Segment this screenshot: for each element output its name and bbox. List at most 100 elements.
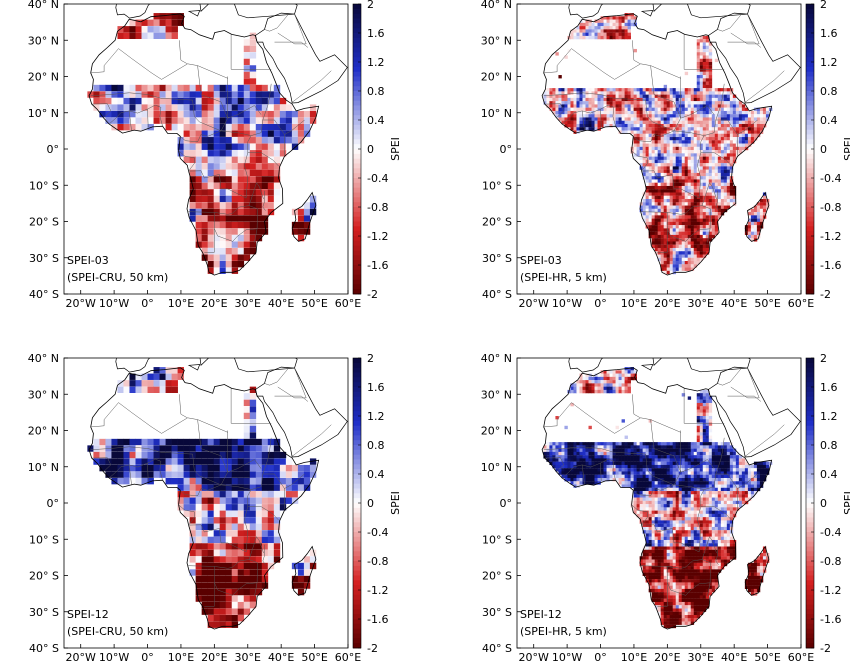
panel-spei12-cru: SPEI-12 (SPEI-CRU, 50 km) — [64, 358, 348, 648]
spei-cell — [648, 104, 652, 108]
spei-cell — [195, 504, 202, 511]
spei-cell — [702, 468, 707, 472]
spei-cell — [255, 556, 263, 563]
spei-cell — [561, 104, 565, 108]
spei-cell — [648, 458, 652, 462]
spei-cell — [255, 497, 263, 504]
spei-cell — [195, 195, 202, 203]
spei-cell — [609, 35, 613, 40]
spei-cell — [570, 117, 574, 121]
spei-cell — [129, 445, 136, 452]
spei-cell — [651, 461, 656, 466]
spei-cell — [117, 110, 124, 118]
spei-cell — [273, 117, 281, 124]
spei-cell — [237, 221, 245, 229]
spei-cell — [213, 601, 221, 609]
colorbar-segment — [353, 192, 361, 198]
spei-cell — [699, 117, 704, 121]
spei-cell — [690, 150, 695, 154]
spei-cell — [702, 393, 707, 397]
spei-cell — [567, 123, 571, 128]
spei-cell — [297, 588, 305, 596]
spei-cell — [702, 231, 707, 236]
spei-cell — [225, 182, 233, 190]
spei-cell — [267, 130, 275, 137]
spei-cell — [207, 582, 215, 589]
spei-cell — [672, 234, 677, 239]
spei-cell — [660, 182, 665, 187]
spei-cell — [705, 91, 710, 95]
spei-cell — [690, 254, 695, 258]
spei-cell — [642, 130, 646, 134]
spei-cell — [687, 114, 692, 118]
spei-cell — [675, 192, 680, 196]
spei-cell — [177, 150, 184, 157]
spei-cell — [753, 205, 758, 209]
spei-cell — [630, 367, 634, 371]
panel-label-index: SPEI-12 — [67, 608, 109, 621]
spei-cell — [660, 215, 665, 219]
spei-cell — [681, 468, 686, 472]
spei-cell — [249, 110, 257, 118]
spei-cell — [249, 176, 257, 183]
spei-cell — [606, 107, 610, 112]
spei-cell — [666, 218, 671, 222]
spei-cell — [651, 221, 656, 226]
spei-cell — [564, 55, 568, 59]
spei-cell — [705, 218, 710, 222]
spei-cell — [669, 189, 674, 193]
spei-cell — [615, 455, 619, 459]
spei-cell — [609, 101, 613, 105]
spei-cell — [705, 445, 710, 449]
spei-cell — [249, 523, 257, 531]
spei-cell — [615, 19, 619, 23]
colorbar-segment — [806, 265, 814, 271]
spei-cell — [705, 451, 710, 456]
spei-cell — [165, 373, 172, 380]
spei-cell — [663, 137, 668, 141]
spei-cell — [678, 205, 683, 209]
spei-cell — [708, 458, 713, 462]
spei-cell — [615, 445, 619, 449]
spei-cell — [660, 212, 665, 216]
spei-cell — [255, 477, 263, 485]
spei-cell — [621, 461, 625, 466]
spei-cell — [552, 442, 556, 446]
spei-cell — [291, 484, 299, 491]
spei-cell — [579, 383, 583, 387]
spei-cell — [642, 140, 646, 144]
spei-cell — [111, 117, 118, 124]
spei-cell — [633, 146, 637, 151]
spei-cell — [714, 91, 719, 95]
spei-cell — [612, 88, 616, 92]
spei-cell — [189, 215, 196, 222]
spei-cell — [660, 166, 665, 170]
spei-cell — [648, 172, 652, 177]
spei-cell — [666, 120, 671, 125]
spei-cell — [609, 451, 613, 456]
spei-cell — [624, 32, 628, 36]
spei-cell — [231, 84, 239, 92]
spei-cell — [165, 367, 172, 374]
spei-cell — [570, 32, 574, 36]
spei-cell — [645, 179, 649, 183]
neighbor-coastline — [115, 358, 151, 373]
spei-cell — [735, 107, 740, 112]
spei-cell — [195, 523, 202, 531]
spei-cell — [627, 442, 631, 446]
spei-cell — [675, 189, 680, 193]
spei-cell — [705, 107, 710, 112]
spei-cell — [723, 140, 728, 144]
spei-cell — [201, 569, 209, 576]
spei-cell — [696, 425, 701, 430]
spei-cell — [648, 461, 652, 466]
spei-cell — [279, 150, 287, 157]
spei-cell — [684, 215, 689, 219]
spei-cell — [255, 582, 263, 589]
spei-cell — [681, 228, 686, 232]
spei-cell — [759, 464, 764, 469]
spei-cell — [696, 251, 701, 255]
spei-cell — [225, 588, 233, 596]
spei-cell — [723, 205, 728, 209]
spei-cell — [672, 254, 677, 258]
